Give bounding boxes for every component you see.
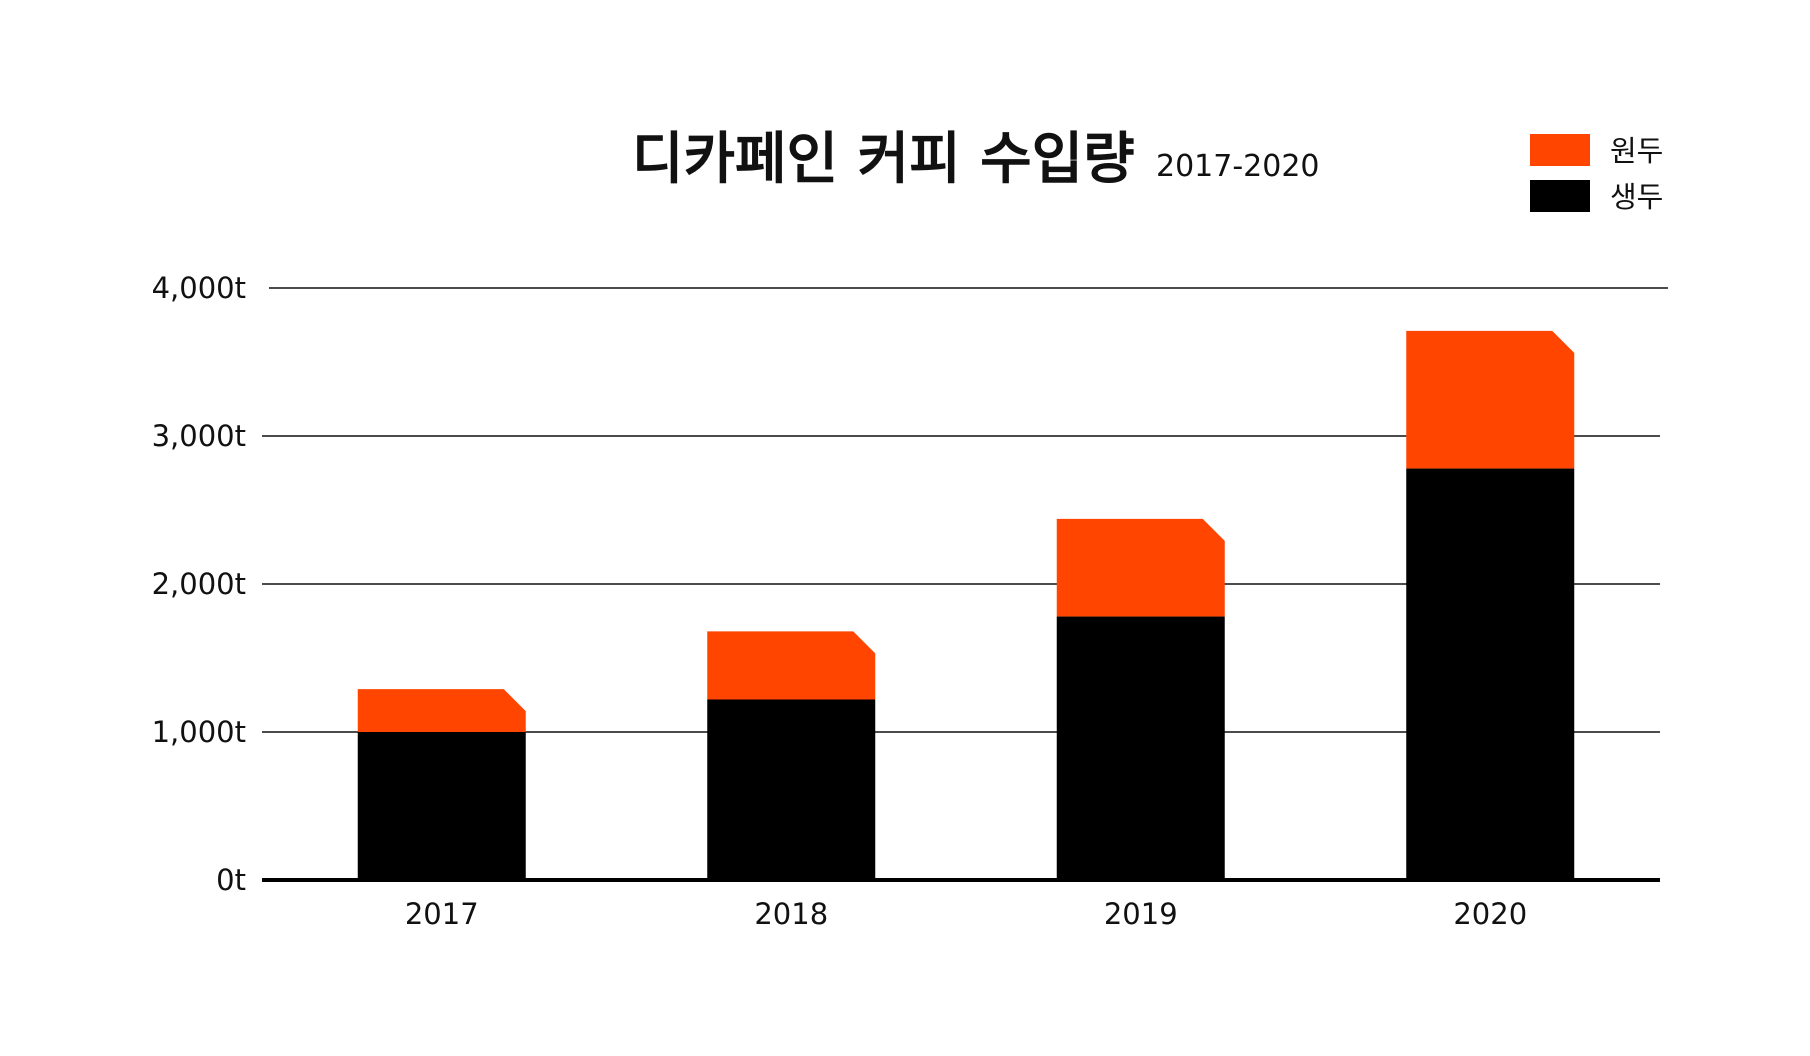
bar-segment-원두-2017 [357,689,526,732]
bar-segment-생두-2017 [357,732,526,880]
bar-segment-생두-2019 [1056,616,1225,880]
y-tick-label: 1,000t [152,715,246,749]
y-tick-label: 4,000t [152,271,246,305]
chart-subtitle: 2017-2020 [1156,149,1320,184]
y-tick-label: 3,000t [152,419,246,453]
bar-segment-원두-2019 [1056,518,1225,617]
legend-label: 생두 [1610,180,1663,214]
legend-swatch [1530,180,1590,212]
bar-segment-생두-2020 [1406,468,1575,880]
legend-label: 원두 [1610,134,1663,168]
x-tick-label: 2017 [405,897,479,931]
y-tick-label: 0t [216,863,246,897]
bar-segment-원두-2018 [707,631,876,700]
axes: 0t 1,000t 2,000t 3,000t 4,000t 2017 2018 2019 20… [152,271,1660,931]
bar-segment-생두-2018 [707,699,876,880]
x-tick-label: 2019 [1104,897,1178,931]
x-tick-label: 2020 [1453,897,1527,931]
y-tick-label: 2,000t [152,567,246,601]
bar-segment-원두-2020 [1406,330,1575,469]
bars [357,330,1575,880]
x-tick-label: 2018 [754,897,828,931]
chart-title: 디카페인 커피 수입량 [632,127,1135,192]
legend-swatch [1530,134,1590,166]
